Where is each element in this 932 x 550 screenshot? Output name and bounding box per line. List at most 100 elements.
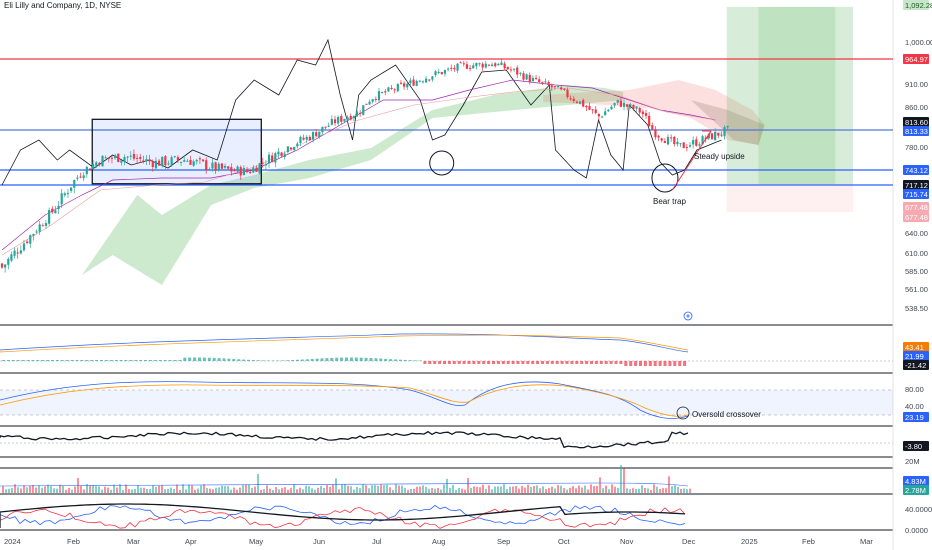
macd-hist-bar xyxy=(261,360,265,361)
volume-bar xyxy=(296,489,298,493)
volume-bar xyxy=(545,489,547,493)
volume-bar xyxy=(548,488,550,493)
price-tick-label: 910.00 xyxy=(905,80,928,89)
steady-upside-label: Steady upside xyxy=(694,152,745,161)
macd-hist-bar xyxy=(276,360,280,361)
volume-bar xyxy=(482,484,484,493)
macd-hist-bar xyxy=(149,360,152,361)
candle-body xyxy=(437,71,440,73)
candle-body xyxy=(346,117,349,121)
plus-icon xyxy=(683,311,693,321)
candle-body xyxy=(494,63,497,67)
candle-body xyxy=(236,166,239,172)
candle-body xyxy=(616,99,619,103)
macd-hist-bar xyxy=(384,358,388,361)
volume-bar xyxy=(53,488,55,493)
macd-hist-bar xyxy=(604,361,608,364)
macd-hist-bar xyxy=(266,360,270,361)
candle-body xyxy=(597,113,600,117)
volume-bar xyxy=(428,488,430,493)
candle-body xyxy=(101,155,104,167)
candle-body xyxy=(644,113,648,116)
base-line xyxy=(1,79,716,251)
volume-bar xyxy=(281,488,283,493)
volume-bar xyxy=(113,484,115,493)
volume-ma xyxy=(0,482,689,487)
cloud-dark xyxy=(690,100,765,145)
macd-hist-bar xyxy=(472,361,476,364)
candle-body xyxy=(443,70,447,74)
candle-body xyxy=(135,157,139,159)
time-tick-label: Oct xyxy=(558,537,571,546)
candle-body xyxy=(170,157,173,165)
price-tick-label: 860.00 xyxy=(905,103,928,112)
volume-bar xyxy=(8,488,10,493)
candle-body xyxy=(550,85,553,88)
adx-line xyxy=(0,503,686,528)
candle-body xyxy=(629,104,632,106)
oversold-crossover-label: Oversold crossover xyxy=(692,410,761,419)
candle-body xyxy=(223,165,227,168)
candle-body xyxy=(569,98,572,100)
macd-hist-bar xyxy=(408,360,412,361)
macd-hist-bar xyxy=(232,358,236,361)
volume-bar xyxy=(221,485,223,493)
price-tag-label: 743.12 xyxy=(905,166,928,175)
candle-body xyxy=(462,63,465,65)
volume-bar xyxy=(632,488,634,493)
oversold-circle xyxy=(676,406,690,420)
candle-body xyxy=(271,155,274,163)
volume-bar xyxy=(626,488,628,493)
sub-tag-label: 2.78M xyxy=(905,486,926,495)
volume-bar xyxy=(518,488,520,493)
volume-bar xyxy=(155,486,157,493)
indicator-lines xyxy=(1,38,722,256)
candle-body xyxy=(556,86,560,88)
position-box xyxy=(726,6,853,212)
volume-bar xyxy=(662,488,664,493)
candle-body xyxy=(255,167,258,172)
volume-bar xyxy=(596,485,598,493)
volume-bar xyxy=(407,489,409,493)
volume-bar xyxy=(356,486,358,493)
candlesticks xyxy=(0,59,729,273)
candle-body xyxy=(720,134,723,136)
price-tag xyxy=(903,165,929,175)
candle-body xyxy=(503,63,506,69)
time-tick-label: Mar xyxy=(860,537,873,546)
macd-hist-bar xyxy=(183,357,187,361)
candle-body xyxy=(434,71,437,76)
candle-body xyxy=(578,101,582,104)
volume-bar xyxy=(599,477,601,493)
volume-bar xyxy=(566,489,568,493)
macd-hist-bar xyxy=(217,358,221,361)
candle-body xyxy=(475,62,478,67)
candle-body xyxy=(698,144,701,146)
candle-body xyxy=(377,91,381,101)
volume-bar xyxy=(611,484,613,493)
candle-body xyxy=(368,101,371,105)
candle-body xyxy=(472,65,475,69)
sub-tick-label: 40.0000 xyxy=(905,505,932,514)
sub-tag xyxy=(903,351,929,361)
macd-hist-bar xyxy=(482,361,486,364)
volume-bar xyxy=(593,486,595,493)
volume-bar xyxy=(560,485,562,493)
panel-separators xyxy=(0,0,894,550)
candle-body xyxy=(695,139,698,146)
candle-body xyxy=(98,162,101,166)
price-tick-label: 780.00 xyxy=(905,143,928,152)
candle-body xyxy=(208,168,211,171)
volume-bar xyxy=(74,486,76,493)
candle-body xyxy=(321,126,324,133)
ichimoku-cloud xyxy=(81,80,765,285)
volume-bar xyxy=(98,486,100,493)
volume-bar xyxy=(578,485,580,493)
candle-body xyxy=(541,81,544,83)
volume-bar xyxy=(314,489,316,493)
volume-bar xyxy=(305,485,307,493)
volume-bar xyxy=(530,487,532,493)
candle-body xyxy=(635,106,638,109)
volume-bar xyxy=(587,489,589,493)
